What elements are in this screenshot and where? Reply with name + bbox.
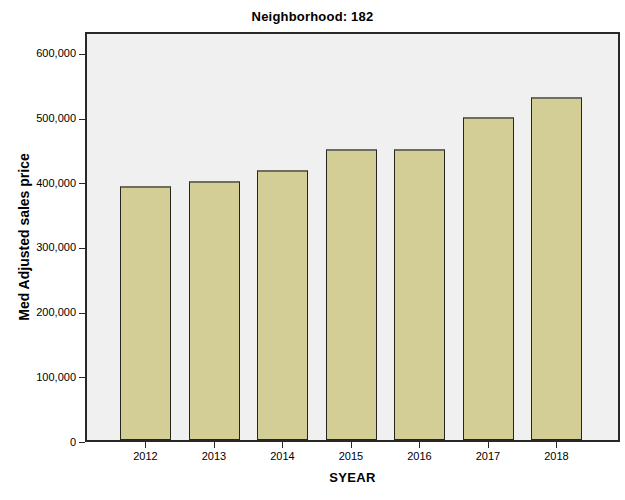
y-tick-label: 300,000 <box>8 241 76 254</box>
x-tick-label-2012: 2012 <box>116 450 176 463</box>
x-tick-mark <box>488 442 489 448</box>
bar-2014 <box>257 170 308 440</box>
x-tick-mark <box>351 442 352 448</box>
y-tick-label: 400,000 <box>8 177 76 190</box>
x-tick-label-2017: 2017 <box>458 450 518 463</box>
x-tick-mark <box>145 442 146 448</box>
y-tick-mark <box>79 313 85 314</box>
bar-2013 <box>189 181 240 440</box>
x-tick-mark <box>419 442 420 448</box>
bar-2015 <box>326 149 377 440</box>
bar-2016 <box>394 149 445 440</box>
y-tick-label: 500,000 <box>8 112 76 125</box>
y-tick-label: 600,000 <box>8 47 76 60</box>
y-tick-mark <box>79 119 85 120</box>
y-tick-mark <box>79 183 85 184</box>
y-tick-mark <box>79 377 85 378</box>
y-tick-label: 100,000 <box>8 371 76 384</box>
x-tick-mark <box>556 442 557 448</box>
x-tick-label-2014: 2014 <box>253 450 313 463</box>
chart-title: Neighborhood: 182 <box>0 9 625 24</box>
x-tick-label-2018: 2018 <box>527 450 587 463</box>
y-tick-label: 0 <box>8 436 76 449</box>
y-tick-mark <box>79 442 85 443</box>
x-tick-label-2013: 2013 <box>184 450 244 463</box>
x-tick-mark <box>282 442 283 448</box>
chart-figure: Neighborhood: 182 Med Adjusted sales pri… <box>0 0 625 500</box>
x-tick-label-2015: 2015 <box>321 450 381 463</box>
x-axis-title: SYEAR <box>85 470 620 485</box>
x-tick-label-2016: 2016 <box>390 450 450 463</box>
plot-area <box>85 32 620 442</box>
y-tick-label: 200,000 <box>8 306 76 319</box>
y-tick-mark <box>79 248 85 249</box>
bar-2017 <box>463 117 514 440</box>
y-tick-mark <box>79 54 85 55</box>
x-tick-mark <box>214 442 215 448</box>
bar-2018 <box>531 97 582 440</box>
bar-2012 <box>120 186 171 440</box>
